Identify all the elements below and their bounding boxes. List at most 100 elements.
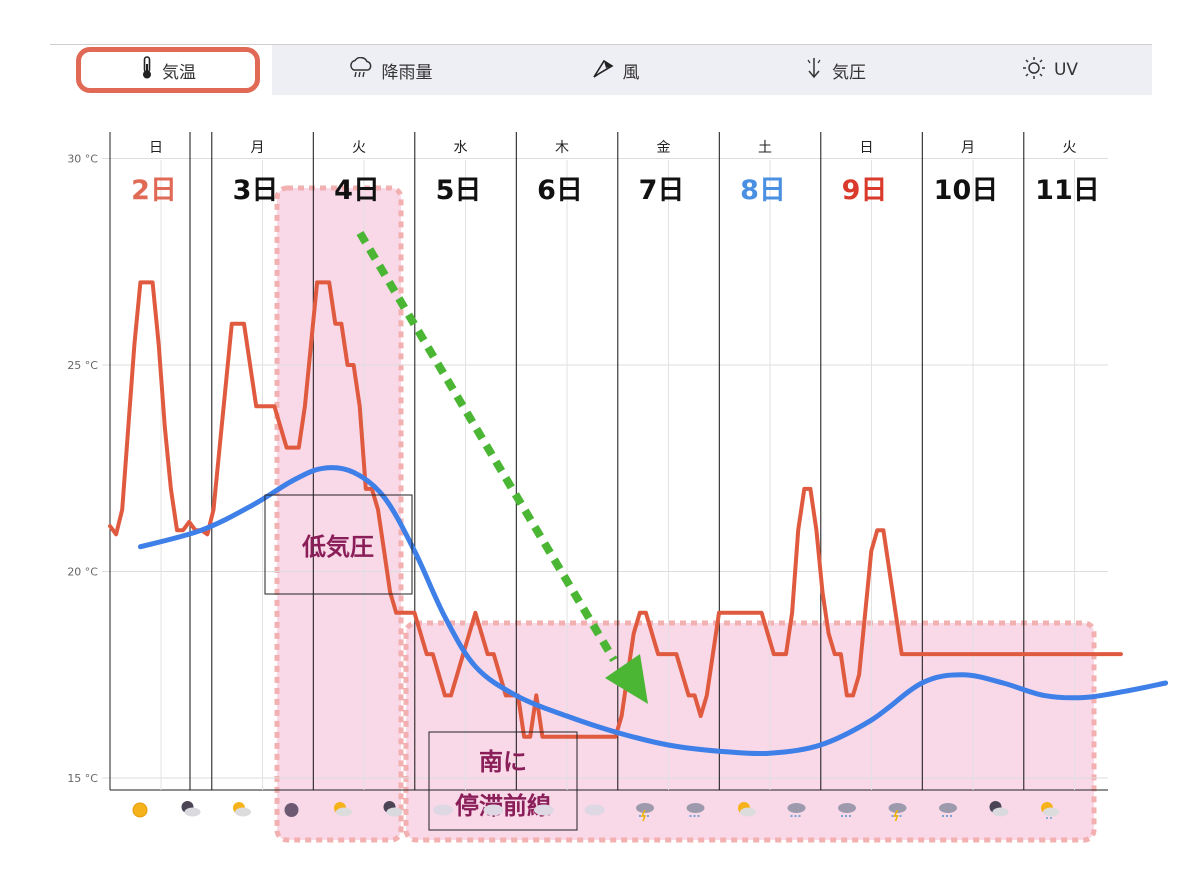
- day-of-week-label: 火: [352, 140, 366, 156]
- moon-cloud-icon: [989, 801, 1009, 817]
- low-pressure-label: 低気圧: [301, 533, 374, 561]
- cloud-part: [534, 804, 554, 816]
- weather-icon-row: [132, 801, 1059, 822]
- tab-uv-label: UV: [1053, 60, 1079, 80]
- day-of-week-label: 金: [656, 140, 670, 156]
- rain-icon: [838, 803, 856, 817]
- date-label: 6日: [537, 175, 583, 206]
- day-of-week-label: 日: [859, 140, 873, 156]
- rain-icon: [686, 803, 705, 817]
- sunny-icon: [132, 802, 148, 818]
- cloud-part: [838, 803, 856, 813]
- trend-arrow: [356, 230, 648, 704]
- cloud-part: [1043, 807, 1059, 817]
- date-label: 10日: [934, 175, 999, 206]
- low-pressure-highlight: [274, 185, 404, 843]
- lightning-part: [640, 809, 647, 822]
- sun-cloud-icon: [233, 802, 251, 817]
- thunder-rain-icon: [636, 803, 654, 822]
- arrow-head: [605, 654, 648, 704]
- rain-icon: [939, 803, 957, 817]
- cloud-part: [483, 804, 504, 816]
- cloud-part: [740, 807, 756, 817]
- day-of-week-label: 火: [1062, 140, 1076, 156]
- tab-wind-label: 風: [622, 62, 640, 83]
- cloud-icon: [433, 804, 453, 816]
- cloud-icon: [483, 804, 504, 816]
- cloud-part: [939, 803, 957, 813]
- tab-temperature-label: 気温: [162, 62, 196, 83]
- day-of-week-label: 土: [758, 140, 772, 156]
- low-pressure-box: [264, 494, 413, 595]
- y-tick-label: 30 °C: [67, 153, 98, 166]
- day-of-week-label: 木: [555, 140, 569, 156]
- front-label-line1: 南に: [479, 748, 527, 776]
- moon-cloud-icon: [383, 801, 403, 817]
- wind-vane-icon: [591, 57, 615, 84]
- cloud-part: [888, 803, 907, 813]
- cloud-part: [686, 803, 705, 813]
- cloud-part: [336, 807, 352, 817]
- arrow-shaft: [356, 230, 618, 663]
- chart-grid: [102, 158, 1108, 779]
- date-label: 8日: [740, 175, 786, 206]
- pressure-arrow-icon: [804, 56, 824, 85]
- metric-tab-bar: 気温 降雨量 風: [50, 44, 1152, 97]
- thermometer-icon: [140, 55, 154, 85]
- y-tick-label: 20 °C: [67, 566, 98, 579]
- y-axis: 15 °C 20 °C 25 °C 30 °C: [67, 132, 1108, 791]
- date-label: 4日: [334, 175, 380, 206]
- sun-disc: [132, 802, 148, 818]
- day-of-week-label: 月: [961, 140, 975, 156]
- day-of-week-label: 月: [250, 140, 264, 156]
- temperature-line: [108, 280, 1123, 739]
- cloud-part: [636, 803, 654, 813]
- thunder-rain-icon: [888, 803, 907, 822]
- cloud-part: [992, 807, 1009, 817]
- rain-icon: [787, 803, 806, 817]
- tab-wind[interactable]: 風: [555, 45, 675, 95]
- cloud-part: [184, 807, 201, 817]
- moon-cloud-icon: [181, 801, 201, 817]
- day-of-week-label: 日: [149, 140, 163, 156]
- tab-temperature[interactable]: 気温: [76, 47, 260, 93]
- sun-rain-icon: [1041, 802, 1059, 819]
- cloud-part: [386, 807, 403, 817]
- y-tick-label: 25 °C: [67, 359, 98, 372]
- tab-pressure-label: 気圧: [832, 62, 866, 83]
- cloud-part: [433, 804, 453, 816]
- cloud-icon: [584, 804, 605, 816]
- tab-uv[interactable]: UV: [995, 45, 1105, 95]
- trend-line: [137, 465, 1169, 757]
- lightning-part: [893, 809, 899, 822]
- cloud-part: [584, 804, 605, 816]
- sun-cloud-icon: [738, 802, 756, 817]
- tab-pressure[interactable]: 気圧: [775, 45, 895, 95]
- cloud-part: [787, 803, 806, 813]
- date-label: 5日: [436, 175, 482, 206]
- sun-cloud-icon: [334, 802, 352, 817]
- full-moon-icon: [284, 803, 299, 817]
- tab-rainfall[interactable]: 降雨量: [315, 45, 465, 95]
- day-labels: 日 2日 月 3日 火 4日 水 5日 木 6日 金 7日 土 8日 日 9日 月 10日 火 11日: [131, 140, 1100, 206]
- trend-series: [137, 465, 1169, 757]
- tab-rainfall-label: 降雨量: [381, 62, 433, 83]
- tab-bar-background: [272, 45, 1152, 95]
- y-tick-label: 15 °C: [67, 772, 98, 785]
- date-label: 9日: [842, 175, 888, 206]
- highlight-regions: [274, 185, 1097, 843]
- day-dividers: [160, 132, 1076, 790]
- cloud-part: [235, 807, 251, 817]
- date-label: 11日: [1035, 175, 1100, 206]
- temperature-series: [108, 280, 1123, 739]
- sun-icon: [1022, 56, 1046, 85]
- moon-disc: [284, 803, 299, 817]
- front-label-line2: 停滞前線: [455, 792, 551, 820]
- date-label: 3日: [233, 175, 279, 206]
- date-label: 7日: [639, 175, 685, 206]
- cloud-icon: [534, 804, 554, 816]
- front-box: [428, 731, 578, 831]
- day-of-week-label: 水: [453, 140, 467, 156]
